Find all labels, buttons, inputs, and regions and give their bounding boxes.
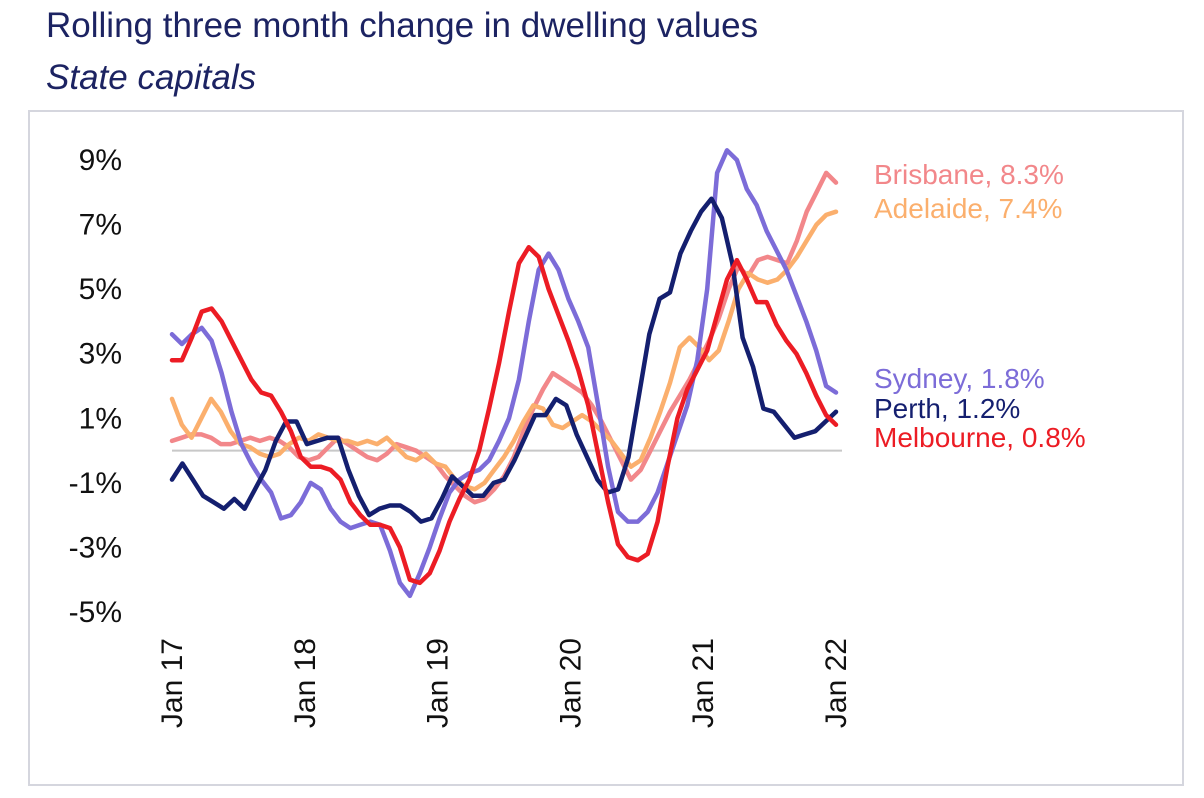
y-tick-label: 5%: [79, 273, 122, 306]
series-line-perth: [169, 196, 839, 524]
x-tick-label: Jan 18: [289, 638, 322, 728]
x-tick-label: Jan 22: [820, 638, 853, 728]
y-tick-label: 1%: [79, 402, 122, 435]
chart-frame: [28, 110, 1184, 786]
y-tick-label: 7%: [79, 209, 122, 242]
series-line-sydney: [169, 148, 839, 599]
y-tick-label: -5%: [69, 596, 122, 629]
series-label-adelaide: Adelaide, 7.4%: [874, 193, 1062, 224]
series-line-adelaide: [169, 209, 839, 492]
y-tick-label: -1%: [69, 467, 122, 500]
series-line-melbourne: [169, 244, 839, 586]
series-label-melbourne: Melbourne, 0.8%: [874, 422, 1086, 453]
series-label-brisbane: Brisbane, 8.3%: [874, 159, 1064, 190]
series-label-sydney: Sydney, 1.8%: [874, 363, 1045, 394]
y-tick-label: 3%: [79, 338, 122, 371]
chart-subtitle: State capitals: [46, 58, 257, 97]
chart-title: Rolling three month change in dwelling v…: [46, 6, 759, 45]
series-label-perth: Perth, 1.2%: [874, 393, 1020, 424]
x-tick-label: Jan 17: [156, 638, 189, 728]
x-tick-label: Jan 19: [422, 638, 455, 728]
y-tick-label: 9%: [79, 144, 122, 177]
x-tick-label: Jan 21: [687, 638, 720, 728]
x-tick-label: Jan 20: [554, 638, 587, 728]
y-tick-label: -3%: [69, 531, 122, 564]
